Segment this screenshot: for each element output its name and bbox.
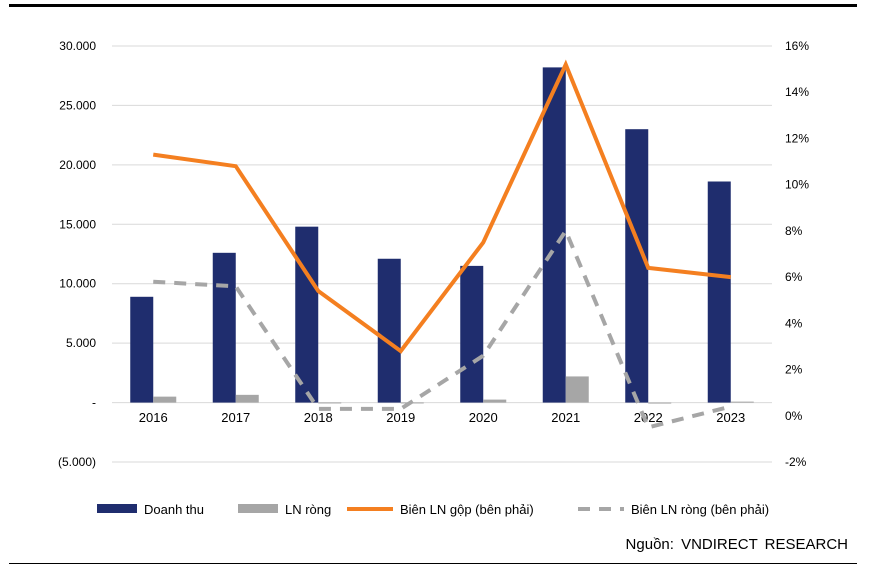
- bar-ln-r-ng-2022: [648, 402, 672, 404]
- bar-doanh-thu-2023: [707, 181, 731, 403]
- line-series-gross-margin: [152, 59, 731, 354]
- bar-ln-r-ng-2021: [565, 376, 589, 403]
- bar-doanh-thu-2022: [625, 129, 649, 403]
- x-tick-label: 2019: [386, 410, 415, 425]
- y-left-tick-label: 30.000: [59, 39, 96, 53]
- legend-swatch: [238, 504, 278, 513]
- legend-label: Doanh thu: [144, 502, 204, 517]
- y-right-tick-label: 8%: [785, 224, 803, 238]
- y-left-tick-label: 10.000: [59, 277, 96, 291]
- y-left-tick-label: (5.000): [58, 455, 96, 469]
- legend-label: Biên LN gộp (bên phải): [400, 502, 534, 517]
- bar-doanh-thu-2021: [542, 67, 566, 403]
- bar-doanh-thu-2018: [295, 226, 319, 403]
- bottom-rule: [9, 563, 857, 564]
- bar-doanh-thu-2020: [460, 265, 484, 403]
- bar-ln-r-ng-2023: [730, 401, 754, 403]
- y-left-tick-label: 20.000: [59, 158, 96, 172]
- x-tick-label: 2020: [469, 410, 498, 425]
- y-right-tick-label: -2%: [785, 455, 807, 469]
- y-right-tick-label: 12%: [785, 131, 809, 145]
- source-note: Nguồn: VNDIRECT RESEARCH: [625, 536, 848, 553]
- y-left-tick-label: 15.000: [59, 217, 96, 231]
- bar-doanh-thu-2016: [130, 296, 154, 403]
- y-right-tick-label: 4%: [785, 316, 803, 330]
- bar-ln-r-ng-2017: [235, 394, 259, 403]
- legend-label: Biên LN ròng (bên phải): [631, 502, 769, 517]
- y-right-tick-label: 0%: [785, 409, 803, 423]
- y-right-tick-label: 2%: [785, 363, 803, 377]
- top-rule: [9, 4, 857, 7]
- y-right-tick-label: 14%: [785, 85, 809, 99]
- y-right-tick-label: 16%: [785, 39, 809, 53]
- y-right-tick-label: 10%: [785, 178, 809, 192]
- y-left-tick-label: 5.000: [66, 336, 96, 350]
- bar-doanh-thu-2019: [377, 258, 401, 403]
- legend-swatch: [97, 504, 137, 513]
- x-tick-label: 2017: [221, 410, 250, 425]
- x-tick-label: 2021: [551, 410, 580, 425]
- x-tick-label: 2016: [139, 410, 168, 425]
- legend-label: LN ròng: [285, 502, 331, 517]
- x-tick-label: 2023: [716, 410, 745, 425]
- bar-doanh-thu-2017: [212, 252, 236, 403]
- bar-ln-r-ng-2020: [483, 399, 507, 403]
- y-left-tick-label: -: [92, 396, 96, 410]
- y-left-tick-label: 25.000: [59, 98, 96, 112]
- x-tick-label: 2018: [304, 410, 333, 425]
- bar-ln-r-ng-2016: [153, 396, 177, 403]
- bar-ln-r-ng-2018: [318, 402, 342, 404]
- y-right-tick-label: 6%: [785, 270, 803, 284]
- line-series-net-margin: [153, 226, 732, 430]
